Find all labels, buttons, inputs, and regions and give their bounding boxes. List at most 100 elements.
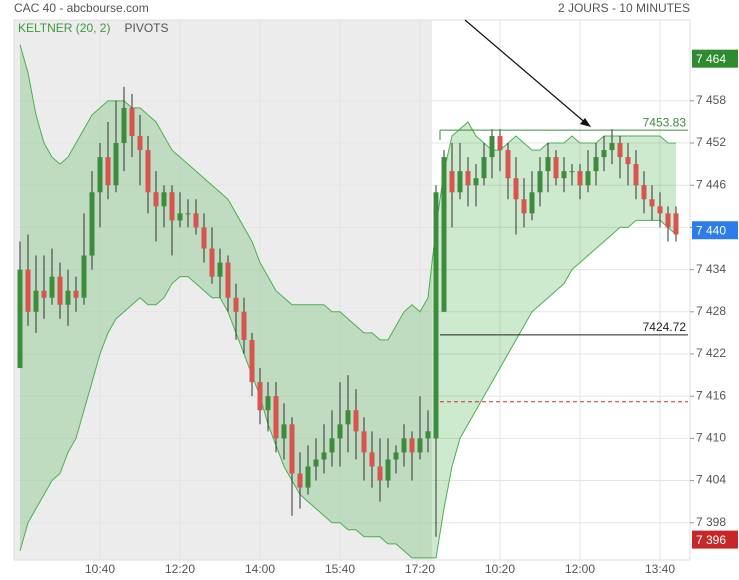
level-label: 7453.83	[643, 115, 687, 129]
y-tick-label: 7 434	[696, 262, 726, 276]
candle-body	[449, 171, 455, 193]
candle-body	[521, 199, 527, 214]
candle-body	[401, 438, 407, 453]
candle-body	[529, 192, 535, 214]
candle-body	[609, 143, 615, 151]
candle-body	[329, 438, 335, 453]
candle-body	[489, 136, 495, 158]
candle-body	[473, 178, 479, 186]
candle-body	[377, 466, 383, 481]
candle-body	[593, 157, 599, 172]
candle-body	[57, 276, 63, 305]
keltner-lower	[19, 219, 677, 559]
candle-body	[561, 171, 567, 179]
candle-body	[441, 157, 447, 312]
candle-body	[505, 150, 511, 179]
candle-body	[337, 424, 343, 439]
candle-body	[73, 290, 79, 298]
candle-body	[281, 424, 287, 439]
y-tick-label: 7 422	[696, 346, 726, 360]
candle-body	[193, 213, 199, 228]
candle-body	[481, 157, 487, 179]
chart-subtitle: 2 JOURS - 10 MINUTES	[558, 1, 690, 15]
x-tick-label: 12:20	[165, 562, 195, 576]
candle-body	[369, 452, 375, 467]
candle-body	[257, 382, 263, 411]
candle-body	[265, 396, 271, 411]
x-tick-label: 10:40	[85, 562, 115, 576]
candle-body	[569, 171, 575, 173]
candle-body	[617, 143, 623, 158]
candle-body	[273, 396, 279, 439]
plot-frame	[13, 19, 691, 561]
candle-body	[169, 192, 175, 221]
candle-body	[537, 171, 543, 193]
candle-body	[233, 297, 239, 312]
candle-body	[121, 107, 127, 144]
candle-body	[665, 213, 671, 228]
chart-title: CAC 40 - abcbourse.com	[14, 1, 149, 15]
arrow-head	[580, 118, 591, 127]
candle-body	[17, 269, 23, 369]
candle-body	[633, 164, 639, 186]
candle-body	[137, 136, 143, 151]
price-tag-label: 7 464	[696, 52, 726, 66]
candle-body	[41, 290, 47, 298]
keltner-fill	[20, 44, 676, 558]
keltner-upper	[19, 44, 676, 341]
x-tick-label: 17:20	[405, 562, 435, 576]
candle-body	[345, 410, 351, 425]
candle-body	[145, 150, 151, 193]
x-tick-label: 13:40	[645, 562, 675, 576]
candle-body	[553, 157, 559, 179]
candle-body	[113, 143, 119, 186]
candle-body	[97, 157, 103, 193]
y-tick-label: 7 416	[696, 388, 726, 402]
candle-body	[49, 276, 55, 298]
candle-body	[81, 255, 87, 298]
candle-body	[177, 213, 183, 221]
candle-body	[297, 473, 303, 488]
candle-body	[353, 410, 359, 432]
y-tick-label: 7 446	[696, 177, 726, 191]
price-tag	[692, 221, 738, 240]
candle-body	[497, 136, 503, 151]
candle-body	[65, 290, 71, 305]
price-tag	[692, 530, 738, 549]
candle-body	[217, 262, 223, 277]
candle-body	[657, 206, 663, 214]
candle-body	[577, 171, 583, 186]
y-tick-label: 7 458	[696, 93, 726, 107]
y-tick-label: 7 428	[696, 304, 726, 318]
candle-body	[153, 192, 159, 207]
candle-body	[249, 339, 255, 383]
candle-body	[393, 452, 399, 460]
candle-body	[585, 171, 591, 186]
indicator-label: PIVOTS	[124, 21, 168, 35]
candle-body	[673, 213, 679, 235]
candle-body	[625, 157, 631, 165]
candle-body	[33, 290, 39, 312]
candle-body	[457, 171, 463, 193]
candle-body	[89, 192, 95, 256]
candle-body	[641, 185, 647, 200]
x-tick-label: 15:40	[325, 562, 355, 576]
arrow	[464, 19, 589, 126]
candle-body	[225, 262, 231, 298]
candle-body	[425, 431, 431, 439]
price-tag-label: 7 396	[696, 533, 726, 547]
y-tick-label: 7 398	[696, 515, 726, 529]
candle-body	[361, 431, 367, 453]
candle-body	[513, 178, 519, 200]
candle-body	[385, 459, 391, 481]
candle-body	[209, 248, 215, 277]
y-tick-label: 7 410	[696, 431, 726, 445]
candle-body	[105, 157, 111, 186]
candle-body	[649, 199, 655, 207]
candle-body	[545, 157, 551, 172]
x-tick-label: 10:20	[485, 562, 515, 576]
price-tag-label: 7 440	[696, 223, 726, 237]
x-tick-label: 14:00	[245, 562, 275, 576]
candle-body	[313, 459, 319, 467]
